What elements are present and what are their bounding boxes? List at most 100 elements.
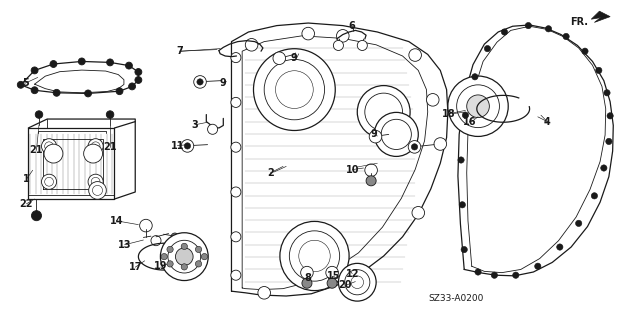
Circle shape (44, 144, 63, 163)
Circle shape (89, 181, 106, 199)
Circle shape (412, 206, 425, 219)
Circle shape (106, 59, 113, 66)
Circle shape (491, 272, 498, 278)
Circle shape (467, 95, 489, 117)
Circle shape (472, 74, 478, 80)
Circle shape (208, 124, 218, 134)
Text: 17: 17 (128, 262, 142, 272)
Circle shape (264, 60, 325, 120)
Circle shape (276, 71, 313, 108)
Circle shape (151, 236, 161, 246)
Circle shape (175, 248, 193, 266)
Circle shape (231, 142, 241, 152)
Text: 10: 10 (345, 164, 359, 175)
Circle shape (140, 219, 152, 232)
Circle shape (513, 272, 519, 278)
Circle shape (365, 93, 403, 131)
Text: 20: 20 (338, 280, 352, 291)
Circle shape (258, 286, 270, 299)
Circle shape (327, 278, 337, 288)
Circle shape (91, 177, 100, 186)
Circle shape (125, 62, 132, 69)
Circle shape (135, 76, 142, 84)
Circle shape (167, 261, 173, 267)
Circle shape (409, 49, 421, 61)
Circle shape (448, 76, 508, 136)
Text: 2: 2 (267, 168, 274, 178)
Circle shape (484, 45, 491, 52)
Circle shape (184, 143, 191, 149)
Circle shape (326, 266, 338, 279)
Circle shape (434, 138, 447, 150)
Circle shape (45, 177, 53, 186)
Circle shape (357, 85, 410, 139)
Circle shape (601, 165, 607, 171)
Circle shape (231, 52, 241, 63)
Circle shape (525, 22, 532, 29)
Circle shape (181, 264, 187, 270)
Text: 7: 7 (176, 46, 182, 56)
Circle shape (45, 142, 53, 151)
Text: FR.: FR. (570, 17, 588, 28)
Text: 1: 1 (23, 174, 30, 184)
Circle shape (42, 139, 57, 154)
Circle shape (91, 142, 100, 151)
Text: 9: 9 (291, 52, 298, 63)
Circle shape (333, 40, 343, 51)
Circle shape (129, 83, 136, 90)
Circle shape (457, 85, 499, 128)
Text: 22: 22 (19, 199, 33, 209)
Circle shape (351, 276, 364, 289)
Circle shape (42, 174, 57, 189)
Circle shape (92, 185, 103, 196)
Circle shape (171, 233, 179, 241)
Circle shape (302, 278, 312, 288)
Text: 15: 15 (327, 271, 341, 281)
Circle shape (345, 265, 357, 278)
Circle shape (50, 60, 57, 68)
Circle shape (289, 231, 340, 281)
Circle shape (563, 33, 569, 40)
Circle shape (576, 220, 582, 227)
Circle shape (88, 139, 103, 154)
Text: 12: 12 (345, 268, 359, 279)
Circle shape (84, 144, 103, 163)
Circle shape (607, 113, 613, 119)
Circle shape (591, 193, 598, 199)
Text: 4: 4 (544, 116, 550, 127)
Circle shape (106, 111, 114, 118)
Text: 6: 6 (349, 20, 355, 31)
Circle shape (194, 76, 206, 88)
Circle shape (369, 130, 382, 143)
Circle shape (352, 267, 365, 280)
Text: 16: 16 (462, 117, 476, 127)
Circle shape (280, 221, 349, 291)
Circle shape (461, 246, 467, 253)
Circle shape (201, 253, 208, 260)
Circle shape (381, 119, 411, 149)
Circle shape (196, 246, 202, 252)
Circle shape (357, 40, 367, 51)
Text: 3: 3 (192, 120, 198, 130)
Circle shape (197, 79, 203, 85)
Circle shape (181, 140, 194, 152)
Circle shape (231, 232, 241, 242)
Circle shape (245, 38, 258, 51)
Circle shape (545, 26, 552, 32)
Circle shape (606, 138, 612, 145)
Circle shape (299, 240, 330, 272)
Circle shape (501, 29, 508, 35)
Circle shape (231, 97, 241, 108)
Circle shape (53, 89, 60, 96)
Circle shape (302, 27, 314, 40)
Circle shape (31, 67, 38, 74)
Circle shape (365, 164, 377, 177)
Circle shape (426, 93, 439, 106)
Circle shape (459, 202, 465, 208)
Text: 18: 18 (442, 108, 456, 119)
Text: 8: 8 (305, 273, 311, 284)
Circle shape (273, 52, 286, 65)
Circle shape (231, 187, 241, 197)
Circle shape (35, 111, 43, 118)
Text: 5: 5 (22, 78, 28, 88)
